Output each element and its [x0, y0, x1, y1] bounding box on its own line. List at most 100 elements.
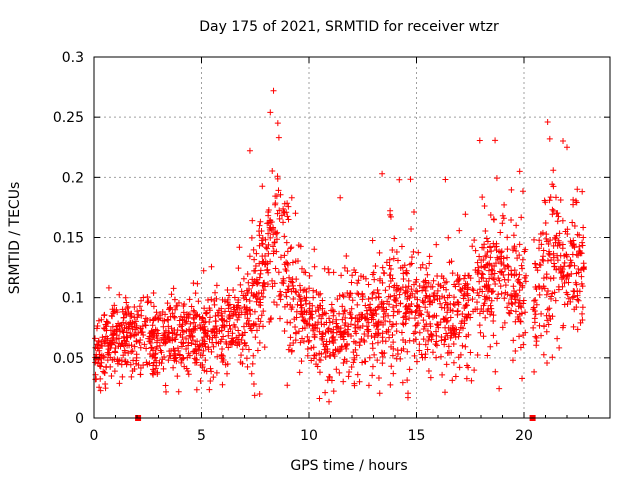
data-point [265, 209, 272, 216]
data-point [219, 317, 226, 324]
data-point [382, 318, 389, 325]
data-point [120, 314, 127, 321]
data-point [100, 325, 107, 332]
data-point [439, 293, 446, 300]
data-point [552, 236, 559, 243]
data-point [465, 364, 472, 371]
x-tick-label: 20 [515, 428, 533, 444]
data-point [333, 320, 340, 327]
data-point [347, 290, 354, 297]
data-point [184, 367, 191, 374]
data-point [532, 333, 539, 340]
data-point [326, 319, 333, 326]
data-point [150, 316, 157, 323]
data-point [92, 335, 99, 342]
data-point [335, 324, 342, 331]
data-point [407, 261, 414, 268]
data-point [560, 138, 567, 145]
data-point [498, 269, 505, 276]
data-point [552, 194, 559, 201]
data-point [285, 286, 292, 293]
data-point [504, 291, 511, 298]
data-point [389, 352, 396, 359]
data-point [342, 328, 349, 335]
data-point [121, 347, 128, 354]
data-point [484, 352, 491, 359]
data-point [96, 384, 103, 391]
data-point [274, 175, 281, 182]
data-point [180, 309, 187, 316]
data-point [394, 286, 401, 293]
data-point [343, 345, 350, 352]
data-point [436, 295, 443, 302]
data-point [579, 188, 586, 195]
data-point [520, 300, 527, 307]
data-point [333, 366, 340, 373]
data-point [340, 336, 347, 343]
data-point [309, 322, 316, 329]
data-point [570, 241, 577, 248]
data-point [486, 244, 493, 251]
data-point [519, 188, 526, 195]
data-point [273, 193, 280, 200]
data-point [146, 360, 153, 367]
data-point [176, 317, 183, 324]
data-point [371, 351, 378, 358]
data-point [160, 365, 167, 372]
data-point [372, 263, 379, 270]
data-point [357, 273, 364, 280]
data-point [492, 368, 499, 375]
data-point [367, 301, 374, 308]
data-point [519, 284, 526, 291]
data-point [223, 340, 230, 347]
data-point [229, 335, 236, 342]
data-point [238, 352, 245, 359]
data-point [292, 210, 299, 217]
data-point [547, 194, 554, 201]
data-point [243, 289, 250, 296]
data-point [167, 352, 174, 359]
data-point [336, 292, 343, 299]
data-point [508, 300, 515, 307]
data-point [573, 270, 580, 277]
data-point [510, 337, 517, 344]
data-point [578, 280, 585, 287]
data-point [514, 292, 521, 299]
data-point [249, 360, 256, 367]
data-point [218, 310, 225, 317]
data-point [354, 301, 361, 308]
data-point [159, 356, 166, 363]
data-point [547, 237, 554, 244]
data-point [467, 349, 474, 356]
data-point [120, 333, 127, 340]
data-point [142, 322, 149, 329]
data-point [144, 317, 151, 324]
data-point [342, 314, 349, 321]
data-point [260, 293, 267, 300]
data-point [156, 314, 163, 321]
y-tick-label: 0 [75, 411, 84, 427]
data-point [122, 358, 129, 365]
data-point [379, 353, 386, 360]
data-point [442, 176, 449, 183]
data-point [538, 332, 545, 339]
data-point [238, 337, 245, 344]
data-point [201, 367, 208, 374]
data-point [393, 355, 400, 362]
data-point [382, 310, 389, 317]
data-point [393, 328, 400, 335]
data-point [569, 251, 576, 258]
data-point [429, 349, 436, 356]
data-point [324, 377, 331, 384]
data-point [296, 293, 303, 300]
data-point [340, 378, 347, 385]
data-point [338, 272, 345, 279]
data-point [512, 347, 519, 354]
data-point [516, 241, 523, 248]
data-point [164, 316, 171, 323]
data-point [124, 334, 131, 341]
data-point [474, 352, 481, 359]
data-point [522, 246, 529, 253]
data-point [138, 329, 145, 336]
data-point [352, 269, 359, 276]
